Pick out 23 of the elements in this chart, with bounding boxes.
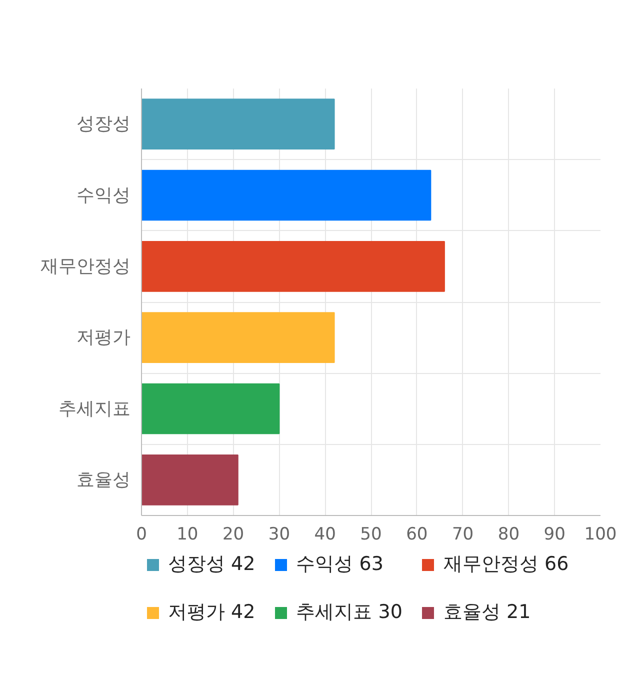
legend-label: 저평가 42 (168, 600, 256, 625)
x-tick-label: 60 (406, 524, 428, 544)
legend-label: 추세지표 30 (296, 600, 402, 625)
x-tick-label: 20 (222, 524, 244, 544)
y-tick-label: 수익성 (76, 184, 130, 206)
x-tick-label: 70 (452, 524, 474, 544)
x-tick-label: 100 (584, 524, 617, 544)
y-tick-label: 저평가 (76, 327, 130, 348)
y-tick-label: 성장성 (76, 114, 130, 135)
legend-label: 수익성 63 (296, 552, 384, 577)
x-tick-label: 10 (176, 524, 198, 544)
x-tick-label: 90 (544, 524, 566, 544)
x-tick-label: 40 (314, 524, 336, 544)
legend-label: 성장성 42 (168, 552, 256, 577)
legend-label: 효율성 21 (443, 600, 531, 625)
x-tick-label: 0 (136, 524, 147, 544)
y-tick-label: 추세지표 (58, 398, 130, 420)
y-tick-label: 재무안정성 (40, 256, 130, 277)
y-tick-label: 효율성 (76, 469, 130, 490)
x-tick-label: 50 (360, 524, 382, 544)
x-tick-label: 80 (498, 524, 520, 544)
x-tick-label: 30 (268, 524, 290, 544)
legend-label: 재무안정성 66 (443, 552, 569, 577)
